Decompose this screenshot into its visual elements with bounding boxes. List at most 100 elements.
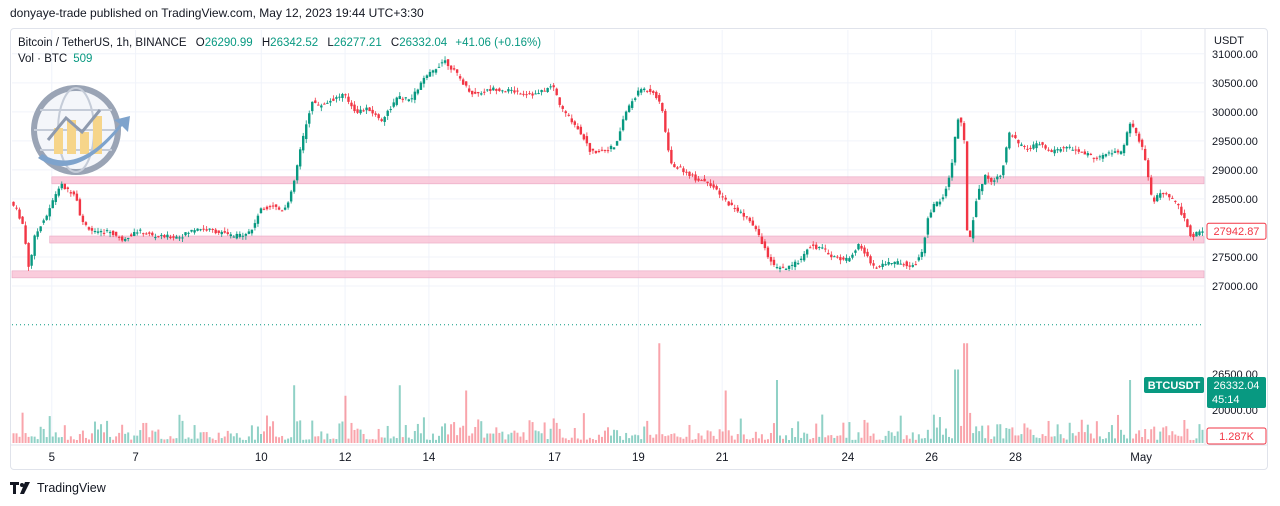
candle-body	[878, 266, 881, 268]
candle-body	[1029, 147, 1032, 149]
volume-bar	[718, 429, 721, 443]
candle-body	[1080, 151, 1083, 153]
candle-body	[534, 93, 537, 95]
volume-bar	[724, 390, 727, 443]
candle-body	[812, 244, 815, 246]
candle-body	[202, 228, 205, 230]
candle-body	[984, 174, 987, 185]
candle-body	[51, 200, 54, 209]
volume-bar	[896, 431, 899, 443]
candle-body	[685, 171, 688, 173]
volume-bar	[133, 435, 136, 443]
volume-bar	[1138, 430, 1141, 443]
candle-body	[1177, 203, 1180, 206]
volume-bar	[567, 439, 570, 443]
candle-body	[938, 201, 942, 205]
volume-bar	[81, 430, 84, 443]
candle-body	[30, 254, 33, 266]
candle-body	[555, 88, 558, 96]
candle-body	[81, 215, 85, 223]
candle-body	[383, 117, 386, 122]
candle-body	[606, 150, 610, 152]
volume-bar	[226, 430, 229, 443]
candle-body	[298, 149, 302, 167]
candle-body	[513, 90, 516, 93]
volume-bar	[905, 435, 908, 443]
volume-bar	[205, 432, 208, 443]
volume-bar	[15, 433, 18, 443]
candle-body	[944, 188, 948, 197]
candle-body	[1195, 231, 1198, 237]
candle-body	[959, 117, 963, 123]
volume-bar	[45, 437, 48, 443]
open-value: 26290.99	[204, 37, 253, 49]
candle-body	[1050, 150, 1053, 152]
volume-bar	[818, 436, 821, 443]
candle-body	[857, 244, 860, 250]
volume-bar	[413, 430, 416, 443]
candle-body	[96, 231, 100, 233]
candle-body	[449, 65, 453, 70]
volume-bar	[501, 431, 504, 443]
x-tick-label: 19	[632, 452, 645, 464]
volume-bar	[893, 435, 896, 443]
volume-bar	[253, 439, 256, 443]
candle-body	[114, 231, 118, 236]
volume-bar	[733, 439, 736, 443]
volume-bar	[93, 421, 96, 443]
candle-body	[1083, 151, 1086, 155]
volume-bar	[655, 434, 658, 443]
volume-bar	[335, 439, 338, 443]
candle-body	[507, 89, 510, 92]
candle-body	[1159, 193, 1162, 198]
candle-body	[896, 261, 899, 265]
volume-bar	[57, 437, 60, 443]
volume-bar	[1198, 424, 1201, 443]
volume-bar	[929, 438, 932, 443]
volume-bar	[320, 431, 323, 443]
volume-bar	[1162, 427, 1165, 443]
volume-bar	[187, 437, 190, 443]
volume-bar	[694, 439, 697, 443]
candle-body	[926, 218, 930, 235]
volume-bar	[812, 437, 815, 443]
volume-bar	[359, 429, 362, 443]
candle-body	[1104, 154, 1108, 157]
candle-body	[679, 166, 682, 168]
volume-bar	[923, 438, 926, 443]
volume-bar	[552, 418, 555, 443]
candle-body	[190, 229, 193, 232]
volume-bar	[866, 422, 869, 443]
candle-body	[274, 204, 278, 207]
candle-body	[295, 165, 299, 181]
candle-body	[199, 229, 202, 231]
candle-body	[902, 264, 905, 266]
volume-bar	[869, 435, 872, 443]
volume-bar	[739, 418, 742, 443]
volume-bar	[996, 424, 999, 443]
candle-body	[163, 235, 166, 238]
volume-bar	[872, 433, 875, 443]
footer-brand[interactable]: TradingView	[10, 481, 106, 495]
symbol-label: Bitcoin / TetherUS, 1h, BINANCE	[18, 37, 187, 49]
candle-body	[1035, 143, 1038, 149]
candle-body	[552, 85, 555, 88]
volume-bar	[564, 438, 567, 443]
candle-body	[808, 247, 812, 249]
candle-body	[1131, 123, 1135, 127]
volume-bar	[540, 433, 543, 443]
volume-bar	[256, 426, 259, 443]
volume-bar	[884, 435, 887, 443]
candle-body	[208, 228, 211, 230]
candle-body	[993, 180, 996, 182]
zone-band-3	[11, 270, 1205, 279]
volume-bar	[262, 431, 265, 443]
x-tick-label: 7	[132, 452, 138, 464]
volume-bar	[75, 439, 78, 443]
volume-bar	[326, 433, 329, 443]
candle-body	[757, 229, 761, 236]
candle-body	[42, 220, 45, 223]
zone-band-1	[51, 176, 1205, 185]
volume-bar	[1104, 438, 1107, 443]
